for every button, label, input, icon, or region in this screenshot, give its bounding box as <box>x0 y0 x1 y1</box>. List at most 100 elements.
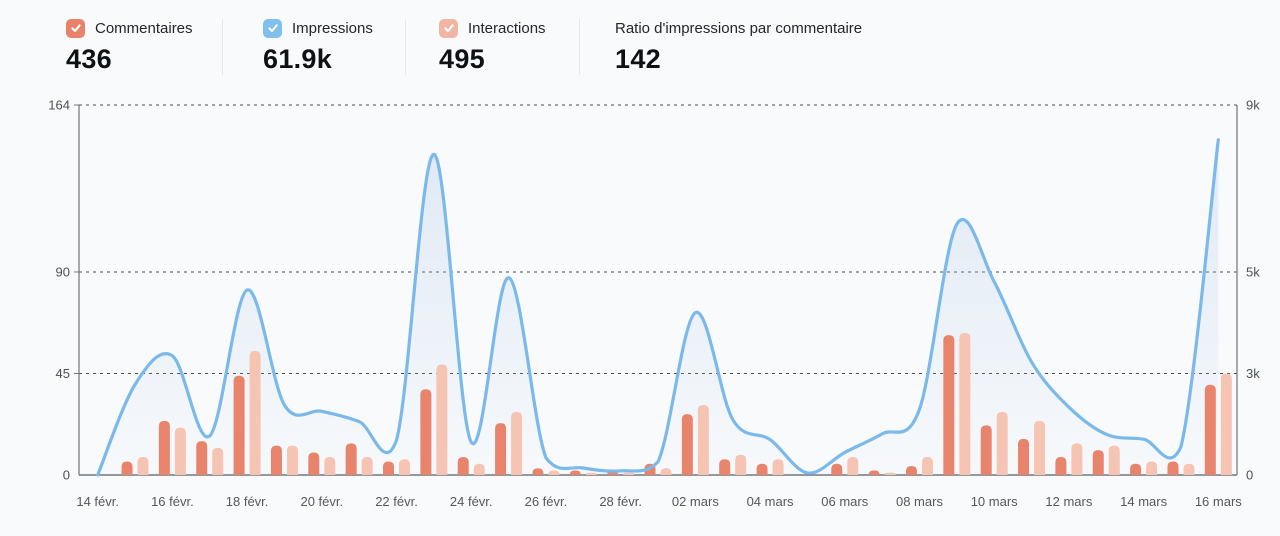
bar[interactable] <box>735 454 747 475</box>
bar[interactable] <box>1034 420 1046 475</box>
bar[interactable] <box>1071 443 1083 475</box>
bar[interactable] <box>212 447 224 475</box>
bar[interactable] <box>996 411 1008 475</box>
bar[interactable] <box>1167 461 1179 475</box>
svg-text:14 févr.: 14 févr. <box>76 494 119 509</box>
interactions-checkbox[interactable] <box>439 18 458 38</box>
bar[interactable] <box>569 470 581 475</box>
bar[interactable] <box>286 445 298 475</box>
bar[interactable] <box>1183 463 1195 475</box>
bar[interactable] <box>457 456 469 475</box>
bar[interactable] <box>905 465 917 475</box>
legend-commentaires: Commentaires 436 <box>66 18 222 73</box>
bar[interactable] <box>1146 461 1158 475</box>
bar[interactable] <box>1092 450 1104 475</box>
svg-text:9k: 9k <box>1246 98 1260 113</box>
svg-text:0: 0 <box>63 468 70 483</box>
bar[interactable] <box>121 461 133 475</box>
bar[interactable] <box>249 350 261 475</box>
legend-label: Commentaires <box>95 19 193 37</box>
impressions-checkbox[interactable] <box>263 18 282 38</box>
svg-text:26 févr.: 26 févr. <box>525 494 568 509</box>
bar[interactable] <box>681 414 693 475</box>
check-icon <box>443 24 454 33</box>
bar[interactable] <box>959 332 971 475</box>
bar[interactable] <box>473 463 485 475</box>
left-axis-labels: 0 45 90 164 <box>48 98 70 483</box>
svg-text:0: 0 <box>1246 468 1253 483</box>
chart-area: 0 45 90 164 0 3k 5k 9k 14 févr. 16 févr. 18 févr. 2… <box>0 96 1280 536</box>
bar[interactable] <box>980 425 992 475</box>
summary-bar: Commentaires 436 Impressions 61.9k <box>0 0 1280 96</box>
bar[interactable] <box>270 445 282 475</box>
bar[interactable] <box>623 472 635 475</box>
svg-text:5k: 5k <box>1246 264 1260 279</box>
bar[interactable] <box>495 423 507 475</box>
bar[interactable] <box>1204 384 1216 475</box>
svg-text:24 févr.: 24 févr. <box>450 494 493 509</box>
bar[interactable] <box>719 459 731 475</box>
svg-text:20 févr.: 20 févr. <box>300 494 343 509</box>
bar[interactable] <box>772 459 784 475</box>
bar[interactable] <box>1055 456 1067 475</box>
legend-divider <box>579 19 580 75</box>
bar[interactable] <box>847 456 859 475</box>
combo-chart-canvas[interactable]: 0 45 90 164 0 3k 5k 9k 14 févr. 16 févr. 18 févr. 2… <box>0 96 1280 536</box>
x-axis-labels: 14 févr. 16 févr. 18 févr. 20 févr. 22 févr.… <box>76 494 1242 509</box>
bar[interactable] <box>1108 445 1120 475</box>
bar[interactable] <box>233 375 245 475</box>
legend-interactions: Interactions 495 <box>439 18 579 73</box>
impressions-total: 61.9k <box>263 44 333 74</box>
bar[interactable] <box>511 411 523 475</box>
svg-text:18 févr.: 18 févr. <box>226 494 269 509</box>
commentaires-checkbox[interactable] <box>66 18 85 38</box>
bar[interactable] <box>1018 438 1030 475</box>
bar[interactable] <box>943 335 955 475</box>
check-icon <box>267 24 278 33</box>
svg-text:16 mars: 16 mars <box>1195 494 1242 509</box>
svg-text:16 févr.: 16 févr. <box>151 494 194 509</box>
bar[interactable] <box>196 441 208 475</box>
bar[interactable] <box>420 389 432 475</box>
bar[interactable] <box>399 459 411 475</box>
svg-text:12 mars: 12 mars <box>1045 494 1092 509</box>
bar[interactable] <box>1220 373 1232 475</box>
bar[interactable] <box>660 468 672 475</box>
check-icon <box>70 24 81 33</box>
bar[interactable] <box>756 463 768 475</box>
bar[interactable] <box>921 456 933 475</box>
bar[interactable] <box>383 461 395 475</box>
bar[interactable] <box>436 364 448 475</box>
bar[interactable] <box>532 468 544 475</box>
legend-divider <box>222 19 223 75</box>
bar[interactable] <box>361 456 373 475</box>
svg-text:3k: 3k <box>1246 366 1260 381</box>
gridlines <box>74 104 1237 374</box>
svg-text:14 mars: 14 mars <box>1120 494 1167 509</box>
bar[interactable] <box>868 470 880 475</box>
svg-text:10 mars: 10 mars <box>971 494 1018 509</box>
legend-divider <box>405 19 406 75</box>
right-axis-labels: 0 3k 5k 9k <box>1246 98 1260 483</box>
svg-text:04 mars: 04 mars <box>747 494 794 509</box>
legend-label: Interactions <box>468 19 546 37</box>
legend-label: Impressions <box>292 19 373 37</box>
bar[interactable] <box>174 427 186 475</box>
svg-text:90: 90 <box>56 264 70 279</box>
bar[interactable] <box>585 472 597 475</box>
legend-impressions: Impressions 61.9k <box>263 18 405 73</box>
bar[interactable] <box>697 405 709 475</box>
bar[interactable] <box>158 420 170 475</box>
bar[interactable] <box>324 456 336 475</box>
bar[interactable] <box>548 470 560 475</box>
bar[interactable] <box>884 472 896 475</box>
bar[interactable] <box>1130 463 1142 475</box>
bar[interactable] <box>831 463 843 475</box>
ratio-label: Ratio d'impressions par commentaire <box>615 19 863 37</box>
svg-text:45: 45 <box>56 366 70 381</box>
bar[interactable] <box>345 443 357 475</box>
commentaires-total: 436 <box>66 44 112 74</box>
bar[interactable] <box>308 452 320 475</box>
bar[interactable] <box>137 456 149 475</box>
